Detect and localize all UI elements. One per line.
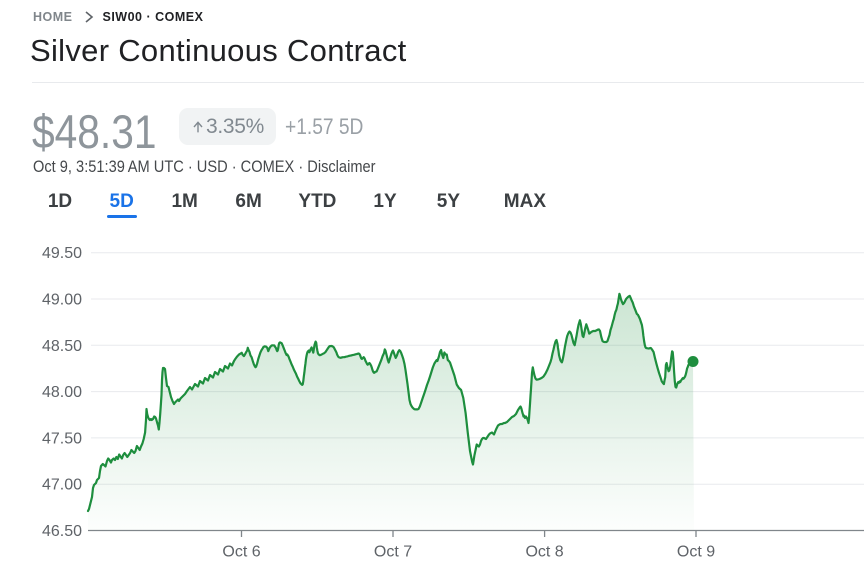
svg-text:47.50: 47.50 — [42, 430, 82, 447]
svg-text:Oct 7: Oct 7 — [374, 543, 412, 560]
svg-text:47.00: 47.00 — [42, 477, 82, 494]
svg-text:48.50: 48.50 — [42, 338, 82, 355]
svg-text:49.50: 49.50 — [42, 245, 82, 262]
svg-text:49.00: 49.00 — [42, 292, 82, 309]
svg-text:48.00: 48.00 — [42, 384, 82, 401]
svg-text:46.50: 46.50 — [42, 523, 82, 540]
svg-text:Oct 9: Oct 9 — [677, 543, 715, 560]
svg-text:Oct 6: Oct 6 — [222, 543, 260, 560]
svg-text:Oct 8: Oct 8 — [525, 543, 563, 560]
